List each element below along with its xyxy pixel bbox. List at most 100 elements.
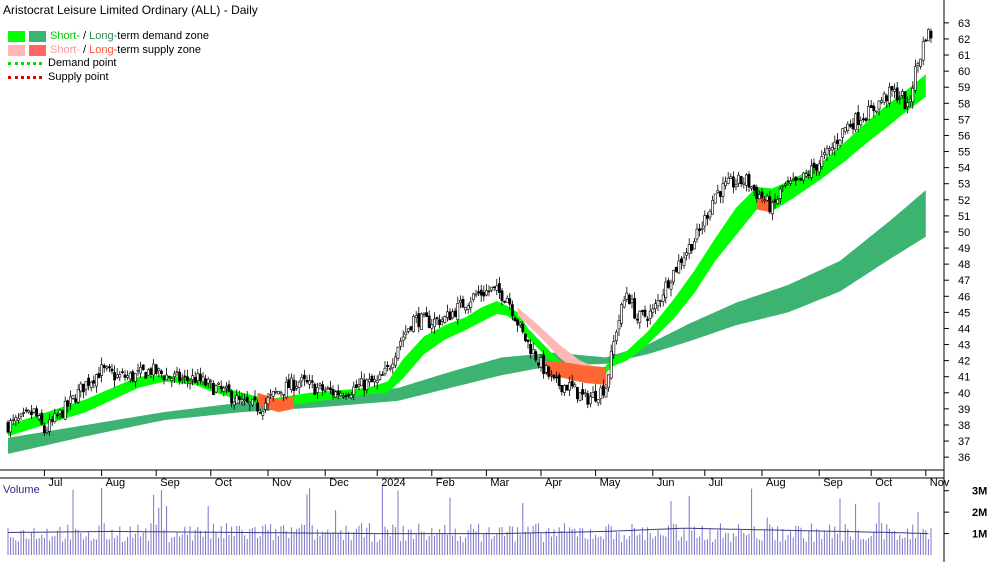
price-tick-label: 46 xyxy=(958,291,970,303)
candle-body xyxy=(604,388,608,398)
candle xyxy=(427,310,431,329)
candle-body xyxy=(354,384,358,388)
candle-body xyxy=(568,382,572,391)
candle xyxy=(599,384,603,405)
price-tick-label: 54 xyxy=(958,163,970,175)
candle xyxy=(302,369,306,387)
candle-body xyxy=(856,112,860,125)
candle-body xyxy=(586,393,590,405)
candle-body xyxy=(513,317,517,322)
candle xyxy=(560,384,564,396)
price-tick-label: 52 xyxy=(958,195,970,207)
candle-body xyxy=(903,91,907,110)
candle-body xyxy=(898,97,902,100)
candle-body xyxy=(666,280,670,288)
candle-body xyxy=(289,377,293,390)
candle-body xyxy=(781,185,785,188)
short-demand-swatch xyxy=(8,31,25,43)
candle xyxy=(71,395,75,401)
candle xyxy=(318,382,322,390)
candle-body xyxy=(230,390,234,404)
candle-body xyxy=(193,377,197,383)
candle-body xyxy=(534,351,538,361)
candle xyxy=(906,96,910,114)
short-term-demand-zone xyxy=(8,74,926,437)
candle xyxy=(422,311,426,318)
candle-body xyxy=(560,384,564,393)
candle-body xyxy=(79,383,83,392)
candle xyxy=(539,353,543,372)
candle xyxy=(89,380,93,392)
candle xyxy=(773,193,777,209)
candle-body xyxy=(9,420,13,433)
candle xyxy=(544,364,548,376)
candle-body xyxy=(557,374,561,386)
candle-body xyxy=(440,319,444,322)
candle-body xyxy=(186,376,189,381)
candle xyxy=(79,381,83,398)
candle-body xyxy=(69,396,72,404)
candle xyxy=(27,409,31,415)
candle xyxy=(690,243,694,254)
candle xyxy=(292,374,296,397)
candle-body xyxy=(739,176,743,185)
candle-body xyxy=(357,384,361,387)
candle-body xyxy=(687,244,691,254)
candle-body xyxy=(328,387,332,391)
candle xyxy=(235,389,239,405)
legend-supply-point-label: Supply point xyxy=(48,70,109,83)
candle xyxy=(900,88,904,99)
candle-body xyxy=(347,394,351,397)
candle-body xyxy=(438,319,442,326)
candle xyxy=(251,398,254,408)
candle-body xyxy=(484,290,488,296)
candle-body xyxy=(721,183,725,197)
candle-body xyxy=(157,368,161,371)
candle-body xyxy=(518,322,522,326)
candle-body xyxy=(812,162,816,168)
month-label: Oct xyxy=(215,477,232,489)
candle xyxy=(469,296,473,313)
candle xyxy=(128,370,132,383)
candle-body xyxy=(497,283,501,293)
candle xyxy=(287,373,291,389)
candle xyxy=(269,389,273,399)
candle xyxy=(885,93,889,108)
candle xyxy=(344,392,348,400)
candle xyxy=(913,59,917,94)
volume-tick-label: 3M xyxy=(972,486,987,498)
legend-demand-zone: Short- / Long-term demand zone xyxy=(8,30,209,44)
candle-body xyxy=(861,118,865,120)
candle xyxy=(669,279,673,297)
candle xyxy=(854,112,858,133)
candle xyxy=(744,173,748,192)
candle xyxy=(399,337,403,351)
candle xyxy=(794,176,798,186)
candle xyxy=(165,367,169,381)
candle-body xyxy=(100,364,104,376)
candle-body xyxy=(300,376,304,382)
candle-body xyxy=(791,178,795,181)
candle-body xyxy=(672,269,676,283)
candle xyxy=(365,378,369,394)
candle xyxy=(406,328,410,334)
candle xyxy=(108,363,111,373)
candle-body xyxy=(370,375,374,383)
candle-body xyxy=(396,346,400,359)
candle-body xyxy=(373,379,377,383)
candle-body xyxy=(809,165,813,178)
candle xyxy=(482,285,486,302)
candle xyxy=(466,303,470,315)
candle xyxy=(212,380,215,395)
candle-body xyxy=(144,371,148,379)
candle xyxy=(331,385,335,400)
candle xyxy=(55,412,59,419)
candle xyxy=(357,378,361,391)
price-tick-label: 36 xyxy=(958,452,970,464)
price-tick-label: 49 xyxy=(958,243,970,255)
candle-body xyxy=(274,391,278,393)
candle xyxy=(386,361,390,372)
candle-body xyxy=(843,127,847,132)
candle-body xyxy=(464,307,468,311)
price-tick-label: 47 xyxy=(958,275,970,287)
